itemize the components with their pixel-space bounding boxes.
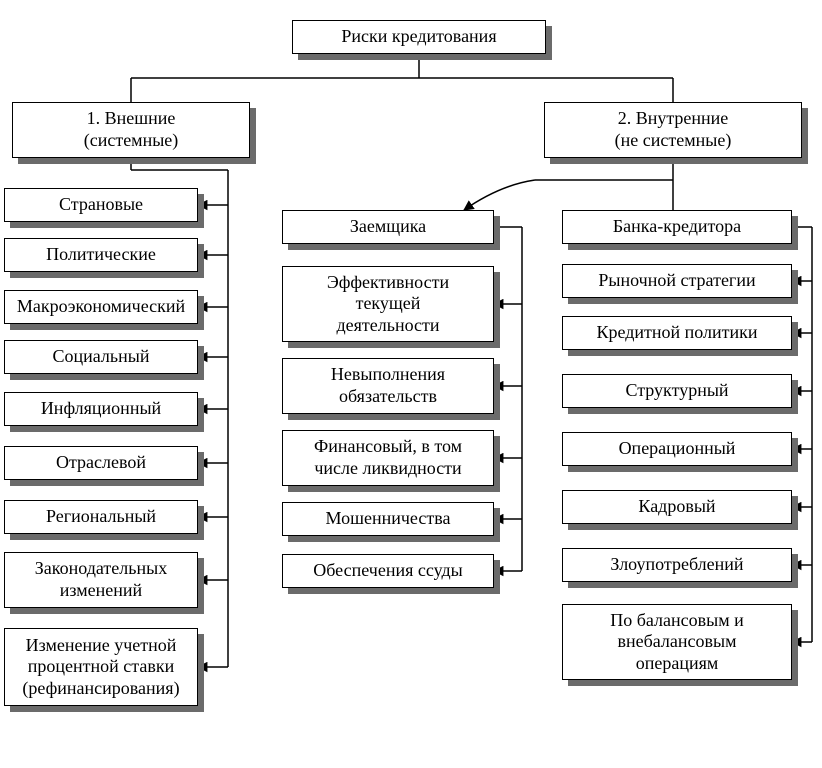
- node-c2a_3: Финансовый, в томчисле ликвидности: [282, 430, 494, 486]
- node-c1_8: Законодательныхизменений: [4, 552, 198, 608]
- node-label: 1. Внешние(системные): [84, 108, 179, 151]
- node-label: Риски кредитования: [341, 26, 496, 48]
- node-c2b_3: Структурный: [562, 374, 792, 408]
- node-label: Макроэкономический: [17, 296, 185, 318]
- node-label: Мошенничества: [326, 508, 451, 530]
- node-root: Риски кредитования: [292, 20, 546, 54]
- node-c1_5: Инфляционный: [4, 392, 198, 426]
- node-label: Невыполненияобязательств: [331, 364, 445, 407]
- node-c1_2: Политические: [4, 238, 198, 272]
- node-label: Банка-кредитора: [613, 216, 741, 238]
- node-c2b_5: Кадровый: [562, 490, 792, 524]
- node-c1_6: Отраслевой: [4, 446, 198, 480]
- node-c2a_5: Обеспечения ссуды: [282, 554, 494, 588]
- node-c1_4: Социальный: [4, 340, 198, 374]
- node-c2a_1: Эффективноститекущейдеятельности: [282, 266, 494, 342]
- node-cat2: 2. Внутренние(не системные): [544, 102, 802, 158]
- node-label: Эффективноститекущейдеятельности: [327, 272, 449, 337]
- node-c2b_h: Банка-кредитора: [562, 210, 792, 244]
- node-c2b_7: По балансовым ивнебалансовымоперациям: [562, 604, 792, 680]
- node-label: По балансовым ивнебалансовымоперациям: [610, 610, 744, 675]
- node-label: Заемщика: [350, 216, 426, 238]
- node-label: Инфляционный: [41, 398, 161, 420]
- node-label: Финансовый, в томчисле ликвидности: [314, 436, 462, 479]
- node-label: Кредитной политики: [596, 322, 757, 344]
- node-c1_1: Страновые: [4, 188, 198, 222]
- node-label: Операционный: [619, 438, 736, 460]
- node-c2b_2: Кредитной политики: [562, 316, 792, 350]
- node-label: Политические: [46, 244, 156, 266]
- node-c2b_4: Операционный: [562, 432, 792, 466]
- node-c2b_1: Рыночной стратегии: [562, 264, 792, 298]
- node-label: Региональный: [46, 506, 156, 528]
- node-c2a_2: Невыполненияобязательств: [282, 358, 494, 414]
- node-label: Социальный: [53, 346, 150, 368]
- node-label: Структурный: [625, 380, 728, 402]
- node-cat1: 1. Внешние(системные): [12, 102, 250, 158]
- node-label: Рыночной стратегии: [598, 270, 755, 292]
- node-label: 2. Внутренние(не системные): [615, 108, 732, 151]
- node-c2a_h: Заемщика: [282, 210, 494, 244]
- node-label: Страновые: [59, 194, 143, 216]
- risk-diagram: Риски кредитования 1. Внешние(системные) 2…: [0, 0, 822, 768]
- node-c1_7: Региональный: [4, 500, 198, 534]
- node-label: Изменение учетнойпроцентной ставки(рефин…: [22, 635, 179, 700]
- node-label: Законодательныхизменений: [35, 558, 167, 601]
- node-c1_3: Макроэкономический: [4, 290, 198, 324]
- node-label: Отраслевой: [56, 452, 146, 474]
- node-label: Злоупотреблений: [610, 554, 743, 576]
- node-c2b_6: Злоупотреблений: [562, 548, 792, 582]
- node-label: Кадровый: [638, 496, 715, 518]
- node-c1_9: Изменение учетнойпроцентной ставки(рефин…: [4, 628, 198, 706]
- node-label: Обеспечения ссуды: [313, 560, 462, 582]
- node-c2a_4: Мошенничества: [282, 502, 494, 536]
